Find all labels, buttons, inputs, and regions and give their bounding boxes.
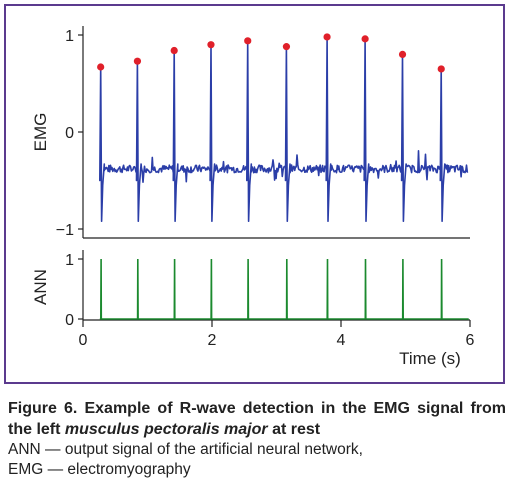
caption-title-main: Figure 6. Example of R-wave detection in…	[8, 400, 506, 438]
ann-y-tick-label: 0	[65, 312, 74, 329]
ann-y-axis-title: ANN	[31, 269, 50, 305]
emg-y-tick-label: 0	[65, 125, 74, 142]
x-tick-label: 4	[337, 332, 346, 349]
r-peak-marker	[170, 46, 178, 55]
r-peak-marker	[437, 65, 445, 73]
x-tick-label: 6	[466, 332, 475, 349]
ann-signal-line	[99, 258, 469, 320]
x-axis-title: Time (s)	[399, 349, 461, 368]
caption-title-italic: musculus pectoralis major	[64, 421, 268, 438]
ann-y-tick-label: 1	[65, 252, 74, 269]
r-peak-marker	[207, 41, 215, 49]
emg-signal-line	[99, 36, 469, 222]
emg-y-tick-label: −1	[56, 222, 74, 239]
caption-title-tail: at rest	[267, 421, 321, 438]
r-peak-marker	[361, 35, 369, 43]
emg-panel: EMG 1 0 −1	[31, 26, 470, 239]
figure-caption: Figure 6. Example of R-wave detection in…	[8, 398, 506, 480]
x-tick-label: 0	[79, 332, 88, 349]
r-peak-marker	[244, 37, 252, 45]
r-peak-marker	[97, 63, 105, 71]
x-tick-label: 2	[208, 332, 217, 349]
emg-y-axis-title: EMG	[31, 113, 50, 152]
figure-frame	[4, 4, 505, 384]
r-peak-marker	[398, 50, 407, 59]
r-peak-marker	[323, 33, 331, 41]
emg-ann-chart: EMG 1 0 −1 ANN 1 0 0 2 4 6 Time (s)	[31, 26, 475, 368]
ann-panel: ANN 1 0 0 2 4 6 Time (s)	[31, 250, 475, 368]
emg-y-tick-label: 1	[65, 28, 74, 45]
r-peak-marker	[282, 43, 291, 51]
caption-title: Figure 6. Example of R-wave detection in…	[8, 398, 506, 440]
caption-note-emg: EMG — electromyography	[8, 461, 191, 478]
caption-note-ann: ANN — output signal of the artificial ne…	[8, 441, 363, 458]
r-peak-marker	[133, 57, 142, 65]
